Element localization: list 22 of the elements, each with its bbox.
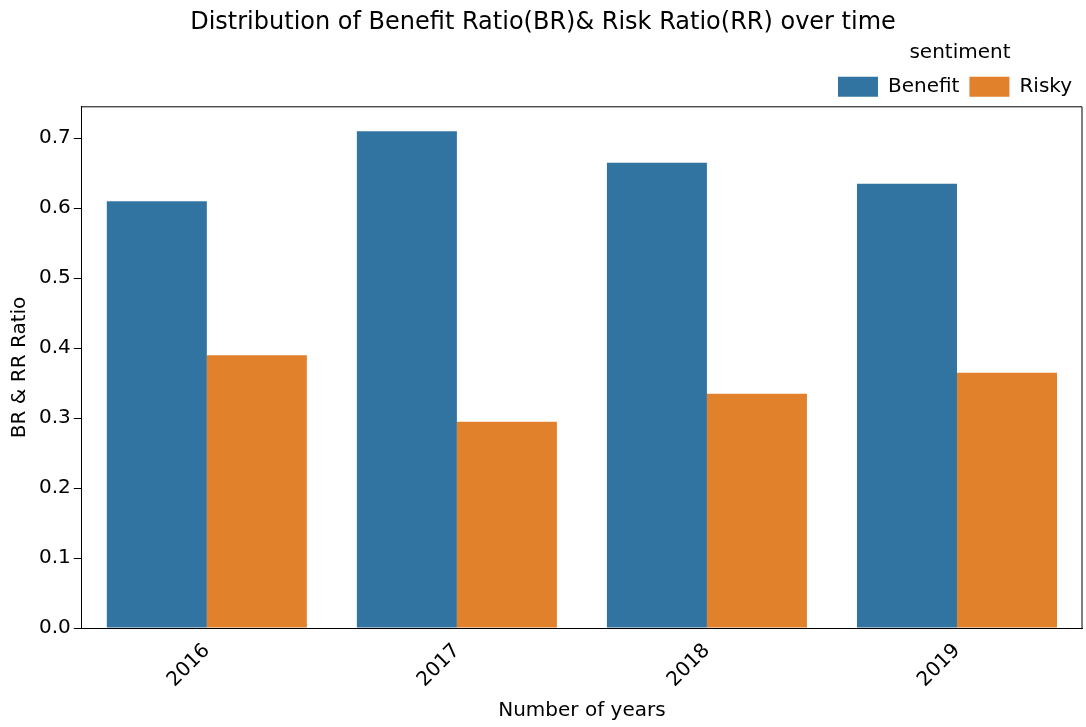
x-axis-title: Number of years bbox=[498, 697, 666, 722]
y-tick-label: 0.6 bbox=[38, 194, 71, 219]
y-tick-label: 0.7 bbox=[38, 124, 71, 149]
legend-label: Benefit bbox=[887, 73, 960, 97]
y-tick-label: 0.1 bbox=[38, 544, 71, 569]
chart-title: Distribution of Benefit Ratio(BR)& Risk Ratio(RR) over time bbox=[190, 6, 896, 35]
bar bbox=[856, 183, 957, 628]
legend-title: sentiment bbox=[909, 39, 1011, 63]
bar bbox=[206, 355, 307, 628]
bar bbox=[956, 372, 1057, 628]
y-tick-label: 0.4 bbox=[38, 334, 71, 359]
bar bbox=[456, 421, 557, 628]
bar bbox=[356, 131, 457, 628]
y-axis-title: BR & RR Ratio bbox=[6, 296, 31, 439]
y-tick-label: 0.3 bbox=[38, 404, 71, 429]
bar bbox=[106, 201, 207, 628]
y-tick-label: 0.5 bbox=[38, 264, 71, 289]
y-tick-label: 0.2 bbox=[38, 474, 71, 499]
y-tick-label: 0.0 bbox=[38, 614, 71, 639]
legend-label: Risky bbox=[1019, 73, 1073, 97]
bar bbox=[606, 162, 707, 628]
bar bbox=[706, 393, 807, 628]
